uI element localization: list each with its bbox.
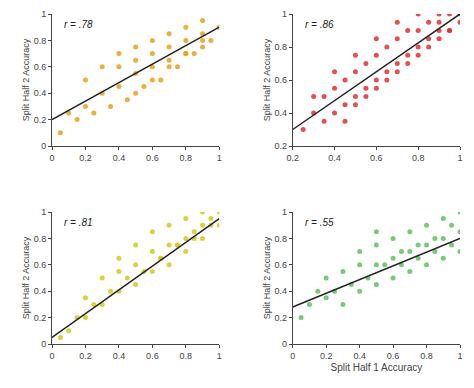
svg-text:0.8: 0.8 [420, 351, 433, 361]
svg-text:0: 0 [290, 351, 295, 361]
svg-text:0.4: 0.4 [34, 286, 47, 296]
svg-text:0.6: 0.6 [274, 260, 287, 270]
svg-text:1: 1 [457, 351, 462, 361]
svg-text:Split Half 2 Accuracy: Split Half 2 Accuracy [262, 38, 272, 121]
svg-text:1: 1 [217, 351, 222, 361]
svg-text:r = .55: r = .55 [305, 217, 334, 228]
svg-text:0.8: 0.8 [180, 153, 193, 163]
svg-text:0.4: 0.4 [34, 88, 47, 98]
svg-text:1: 1 [282, 9, 287, 19]
svg-text:0: 0 [282, 339, 287, 349]
svg-text:0.4: 0.4 [353, 351, 366, 361]
svg-text:0: 0 [49, 153, 54, 163]
svg-text:0.2: 0.2 [34, 115, 47, 125]
svg-text:0.8: 0.8 [34, 234, 47, 244]
svg-text:0.6: 0.6 [34, 62, 47, 72]
svg-text:0.6: 0.6 [370, 153, 383, 163]
svg-text:0.8: 0.8 [274, 234, 287, 244]
svg-text:0.6: 0.6 [34, 260, 47, 270]
svg-text:0.6: 0.6 [387, 351, 400, 361]
svg-text:0: 0 [41, 339, 46, 349]
svg-text:0.2: 0.2 [286, 153, 299, 163]
svg-text:0.8: 0.8 [180, 351, 193, 361]
svg-text:0.8: 0.8 [274, 42, 287, 52]
svg-text:0.8: 0.8 [412, 153, 425, 163]
svg-text:Split Half 2 Accuracy: Split Half 2 Accuracy [21, 38, 31, 121]
svg-text:0.4: 0.4 [274, 286, 287, 296]
svg-text:r = .81: r = .81 [64, 217, 93, 228]
svg-text:0: 0 [49, 351, 54, 361]
svg-text:0.6: 0.6 [274, 75, 287, 85]
svg-text:0.6: 0.6 [146, 351, 159, 361]
svg-text:Split Half 2 Accuracy: Split Half 2 Accuracy [262, 236, 272, 319]
svg-text:1: 1 [217, 153, 222, 163]
svg-text:0.2: 0.2 [79, 153, 92, 163]
svg-text:0.4: 0.4 [274, 108, 287, 118]
svg-text:Split Half 2 Accuracy: Split Half 2 Accuracy [21, 236, 31, 319]
svg-text:r = .78: r = .78 [64, 19, 93, 30]
svg-text:1: 1 [41, 207, 46, 217]
svg-text:0.4: 0.4 [328, 153, 341, 163]
svg-text:0: 0 [41, 141, 46, 151]
svg-text:0.2: 0.2 [274, 313, 287, 323]
svg-text:0.4: 0.4 [113, 351, 126, 361]
svg-text:1: 1 [41, 9, 46, 19]
svg-text:0.2: 0.2 [79, 351, 92, 361]
svg-text:0.2: 0.2 [320, 351, 333, 361]
svg-text:1: 1 [282, 207, 287, 217]
svg-text:0.4: 0.4 [113, 153, 126, 163]
svg-text:0.2: 0.2 [274, 141, 287, 151]
svg-text:1: 1 [457, 153, 462, 163]
svg-text:0.2: 0.2 [34, 313, 47, 323]
svg-text:r = .86: r = .86 [305, 19, 334, 30]
svg-text:0.6: 0.6 [146, 153, 159, 163]
svg-text:0.8: 0.8 [34, 36, 47, 46]
svg-text:Split Half 1 Accuracy: Split Half 1 Accuracy [331, 362, 423, 373]
